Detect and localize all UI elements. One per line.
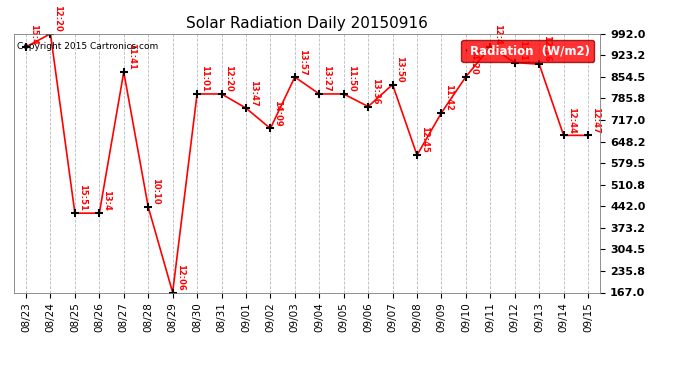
Text: 13:57: 13:57 [298, 48, 307, 75]
Text: 12:06: 12:06 [175, 264, 185, 291]
Text: 13:47: 13:47 [249, 80, 258, 106]
Text: 12:45: 12:45 [420, 126, 429, 153]
Text: 14:09: 14:09 [273, 100, 282, 127]
Text: 12:20: 12:20 [53, 5, 62, 32]
Text: 13:1: 13:1 [518, 40, 526, 61]
Text: 11:42: 11:42 [444, 84, 453, 111]
Text: 15:4: 15:4 [29, 24, 38, 45]
Text: 11:01: 11:01 [200, 65, 209, 92]
Text: Copyright 2015 Cartronics.com: Copyright 2015 Cartronics.com [17, 42, 158, 51]
Text: 13:36: 13:36 [371, 78, 380, 105]
Text: 10:10: 10:10 [151, 178, 160, 205]
Text: 12:4: 12:4 [493, 24, 502, 45]
Text: 14:20: 14:20 [469, 48, 478, 75]
Text: 13:50: 13:50 [395, 56, 404, 82]
Text: 12:16: 12:16 [542, 35, 551, 62]
Text: 12:47: 12:47 [591, 107, 600, 134]
Text: 12:20: 12:20 [224, 65, 233, 92]
Text: 13:27: 13:27 [322, 66, 331, 92]
Text: 12:44: 12:44 [566, 106, 575, 134]
Title: Solar Radiation Daily 20150916: Solar Radiation Daily 20150916 [186, 16, 428, 31]
Text: 11:41: 11:41 [127, 43, 136, 70]
Legend: Radiation  (W/m2): Radiation (W/m2) [462, 40, 594, 62]
Text: 11:50: 11:50 [346, 65, 355, 92]
Text: 15:51: 15:51 [78, 184, 87, 211]
Text: 13:4: 13:4 [102, 190, 111, 211]
